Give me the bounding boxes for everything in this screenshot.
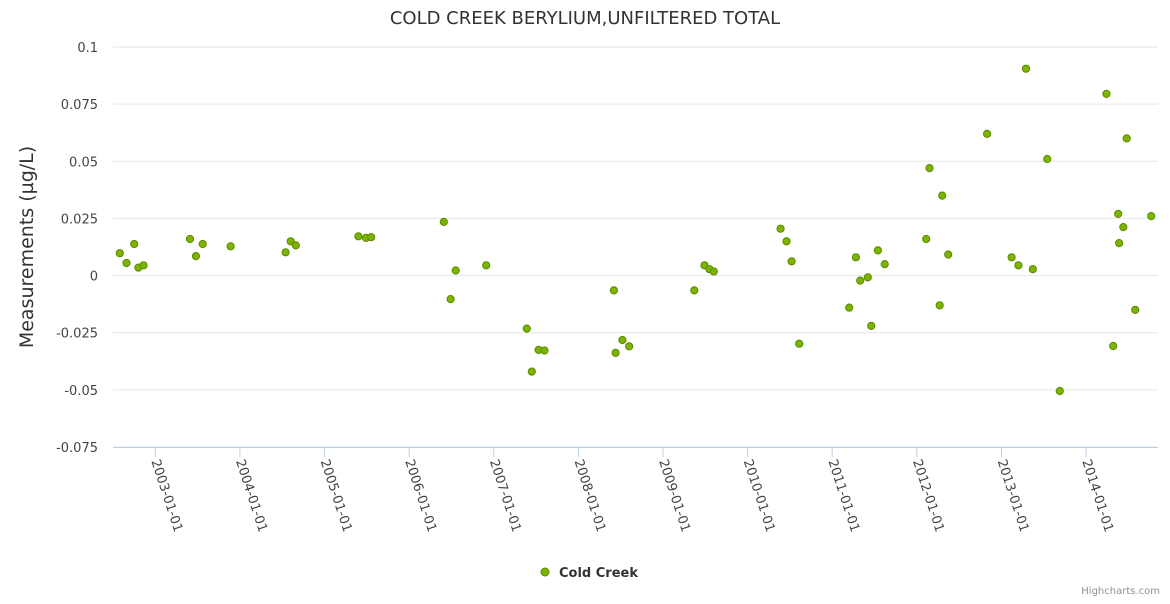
data-point[interactable] — [522, 324, 531, 333]
data-point[interactable] — [625, 342, 634, 351]
y-tick-label: 0.1 — [77, 41, 98, 56]
data-point[interactable] — [1122, 134, 1131, 143]
x-tick-label: 2007-01-01 — [486, 458, 524, 534]
data-point[interactable] — [845, 303, 854, 312]
x-tick-label: 2004-01-01 — [232, 458, 270, 534]
data-point[interactable] — [880, 260, 889, 269]
data-point[interactable] — [354, 232, 363, 241]
data-point[interactable] — [709, 267, 718, 276]
data-point[interactable] — [281, 248, 290, 257]
data-point[interactable] — [925, 164, 934, 173]
data-point[interactable] — [115, 249, 124, 258]
data-point[interactable] — [1131, 305, 1140, 314]
data-point[interactable] — [944, 250, 953, 259]
legend[interactable]: Cold Creek — [540, 566, 638, 581]
data-point[interactable] — [611, 348, 620, 357]
data-point[interactable] — [1021, 64, 1031, 73]
data-point[interactable] — [1055, 386, 1064, 396]
data-point[interactable] — [540, 346, 549, 355]
data-point[interactable] — [367, 233, 376, 242]
data-point[interactable] — [856, 276, 865, 285]
y-tick-label: 0.05 — [69, 155, 98, 170]
data-point[interactable] — [851, 253, 861, 262]
data-point[interactable] — [139, 261, 148, 270]
grid-lines — [113, 46, 1158, 448]
y-tick-label: 0 — [90, 270, 98, 285]
data-point[interactable] — [795, 339, 804, 348]
data-point[interactable] — [1114, 209, 1123, 218]
data-point[interactable] — [782, 237, 791, 246]
data-point[interactable] — [863, 273, 872, 282]
x-axis: 2003-01-01 2004-01-01 2005-01-01 2006-01-01… — [113, 447, 1158, 534]
data-point[interactable] — [198, 239, 207, 249]
x-tick-label: 2008-01-01 — [571, 458, 609, 534]
data-point[interactable] — [527, 367, 536, 376]
x-tick-label: 2011-01-01 — [824, 458, 862, 534]
data-point[interactable] — [922, 234, 931, 244]
data-point[interactable] — [1014, 261, 1023, 270]
data-point[interactable] — [122, 258, 131, 268]
x-tick-label: 2014-01-01 — [1078, 458, 1116, 534]
data-point[interactable] — [787, 257, 796, 266]
x-tick-label: 2009-01-01 — [655, 458, 693, 534]
x-tick-label: 2003-01-01 — [148, 458, 186, 534]
data-point[interactable] — [1028, 265, 1037, 274]
y-axis-title: Measurements (µg/L) — [16, 146, 38, 348]
credits-link[interactable]: Highcharts.com — [1081, 586, 1160, 597]
legend-item-cold-creek[interactable]: Cold Creek — [559, 566, 638, 581]
data-point[interactable] — [935, 301, 944, 310]
x-tick-label: 2005-01-01 — [317, 458, 355, 534]
data-point[interactable] — [1119, 223, 1128, 232]
data-point[interactable] — [690, 286, 699, 295]
y-tick-label: -0.075 — [56, 441, 98, 456]
data-point[interactable] — [983, 129, 992, 138]
data-point[interactable] — [618, 335, 627, 345]
legend-marker — [540, 567, 550, 577]
data-point[interactable] — [191, 252, 200, 261]
y-tick-label: 0.075 — [61, 98, 98, 113]
data-point[interactable] — [185, 234, 195, 244]
x-tick-label: 2013-01-01 — [994, 458, 1032, 534]
data-point[interactable] — [1102, 89, 1111, 99]
y-tick-label: 0.025 — [61, 212, 98, 227]
data-point[interactable] — [130, 239, 139, 249]
data-point[interactable] — [226, 242, 235, 251]
y-tick-label: -0.05 — [64, 384, 98, 399]
x-tick-label: 2010-01-01 — [740, 458, 778, 534]
data-point[interactable] — [451, 266, 460, 275]
data-point[interactable] — [446, 295, 455, 304]
data-point[interactable] — [873, 246, 883, 255]
data-point[interactable] — [1147, 212, 1156, 221]
data-point[interactable] — [482, 261, 491, 270]
data-point[interactable] — [609, 286, 619, 295]
data-point[interactable] — [291, 241, 300, 250]
data-point[interactable] — [1007, 253, 1016, 262]
data-point[interactable] — [938, 191, 947, 200]
data-point[interactable] — [867, 321, 876, 330]
x-tick-label: 2006-01-01 — [401, 458, 439, 534]
data-point[interactable] — [1109, 341, 1118, 351]
data-point[interactable] — [439, 217, 448, 226]
data-point[interactable] — [776, 224, 785, 233]
y-axis: 0.1 0.075 0.05 0.025 0 -0.025 -0.05 -0.075 — [56, 41, 98, 456]
data-point[interactable] — [1043, 154, 1052, 164]
x-tick-label: 2012-01-01 — [909, 458, 947, 534]
chart-title: COLD CREEK BERYLIUM,UNFILTERED TOTAL — [390, 8, 780, 29]
data-point[interactable] — [1115, 239, 1124, 248]
series-cold-creek[interactable] — [115, 64, 1156, 396]
y-tick-label: -0.025 — [56, 327, 98, 342]
